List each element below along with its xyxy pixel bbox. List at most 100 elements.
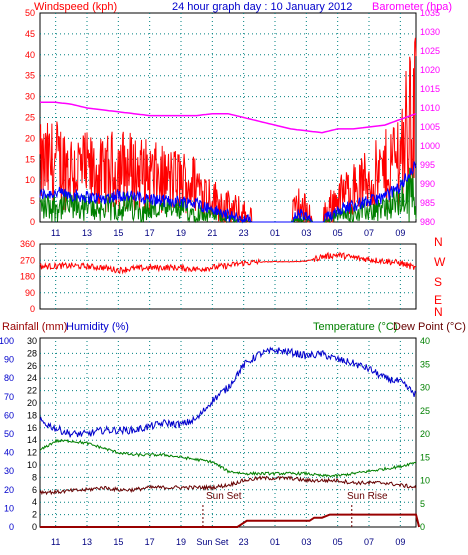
wind-tick-label: 30 bbox=[25, 92, 35, 102]
barometer-tick-label: 1035 bbox=[420, 8, 440, 18]
wind-smoothed-line bbox=[39, 161, 417, 224]
direction-tick-label: 90 bbox=[25, 288, 35, 298]
rain-tick-label: 10 bbox=[27, 460, 37, 470]
wind-x-tick-label: 19 bbox=[176, 228, 186, 238]
wind-tick-label: 40 bbox=[25, 50, 35, 60]
dewpoint-line bbox=[39, 475, 417, 496]
temp-x-tick-label: 13 bbox=[82, 537, 92, 547]
rainfall-line bbox=[40, 513, 421, 528]
left-axis-title-rainfall: Rainfall (mm) bbox=[2, 321, 67, 333]
rain-tick-label: 18 bbox=[27, 410, 37, 420]
wind-tick-label: 20 bbox=[25, 133, 35, 143]
wind-x-tick-label: 13 bbox=[82, 228, 92, 238]
direction-tick-label: 0 bbox=[30, 304, 35, 314]
temp-x-tick-label: Sun Set bbox=[196, 537, 229, 547]
rain-tick-label: 0 bbox=[32, 522, 37, 532]
rain-tick-label: 28 bbox=[27, 348, 37, 358]
left-axis-title-humidity: Humidity (%) bbox=[66, 321, 129, 333]
compass-label-n: N bbox=[434, 235, 443, 249]
temp-x-tick-label: 19 bbox=[176, 537, 186, 547]
rain-tick-label: 8 bbox=[32, 472, 37, 482]
temp-x-tick-label: 07 bbox=[364, 537, 374, 547]
temperature-tick-label: 40 bbox=[420, 336, 430, 346]
wind-tick-label: 15 bbox=[25, 154, 35, 164]
wind-x-tick-label: 21 bbox=[207, 228, 217, 238]
left-axis-title-wind: Windspeed (kph) bbox=[34, 1, 117, 13]
temp-x-tick-label: 03 bbox=[301, 537, 311, 547]
wind-x-tick-label: 01 bbox=[270, 228, 280, 238]
temp-x-tick-label: 09 bbox=[395, 537, 405, 547]
barometer-tick-label: 1000 bbox=[420, 141, 440, 151]
chart-title: 24 hour graph day : 10 January 2012 bbox=[172, 1, 352, 13]
humidity-tick-label: 0 bbox=[9, 522, 14, 532]
wind-tick-label: 45 bbox=[25, 29, 35, 39]
rain-tick-label: 12 bbox=[27, 448, 37, 458]
humidity-tick-label: 20 bbox=[4, 485, 14, 495]
direction-tick-label: 180 bbox=[20, 272, 35, 282]
wind-tick-label: 25 bbox=[25, 113, 35, 123]
compass-label-n: N bbox=[434, 305, 443, 319]
rain-tick-label: 30 bbox=[27, 336, 37, 346]
right-axis-title-dewpoint: Dew Point (°C) bbox=[393, 321, 466, 333]
temperature-line bbox=[39, 438, 417, 479]
wind-direction-line bbox=[39, 251, 417, 275]
temp-x-tick-label: 17 bbox=[145, 537, 155, 547]
temperature-tick-label: 30 bbox=[420, 383, 430, 393]
wind-tick-label: 50 bbox=[25, 8, 35, 18]
right-axis-title-temperature: Temperature (°C) bbox=[313, 321, 397, 333]
temperature-tick-label: 10 bbox=[420, 476, 430, 486]
compass-label-w: W bbox=[434, 255, 446, 269]
barometer-tick-label: 985 bbox=[420, 198, 435, 208]
compass-label-e: E bbox=[434, 293, 442, 307]
humidity-tick-label: 30 bbox=[4, 466, 14, 476]
right-axis-title-barometer: Barometer (hpa) bbox=[372, 1, 452, 13]
windspeed-line bbox=[39, 37, 417, 223]
humidity-tick-label: 60 bbox=[4, 410, 14, 420]
wind-x-tick-label: 17 bbox=[145, 228, 155, 238]
humidity-tick-label: 10 bbox=[4, 503, 14, 513]
barometer-tick-label: 995 bbox=[420, 160, 435, 170]
wind-x-tick-label: 03 bbox=[301, 228, 311, 238]
rain-tick-label: 24 bbox=[27, 373, 37, 383]
humidity-tick-label: 100 bbox=[0, 336, 14, 346]
barometer-tick-label: 1005 bbox=[420, 122, 440, 132]
wind-x-tick-label: 11 bbox=[51, 228, 60, 238]
wind-x-tick-label: 09 bbox=[395, 228, 405, 238]
wind-x-tick-label: 23 bbox=[239, 228, 249, 238]
wind-tick-label: 10 bbox=[25, 175, 35, 185]
humidity-tick-label: 50 bbox=[4, 429, 14, 439]
rain-tick-label: 6 bbox=[32, 485, 37, 495]
temperature-tick-label: 0 bbox=[420, 522, 425, 532]
direction-tick-label: 270 bbox=[20, 255, 35, 265]
wind-x-tick-label: 15 bbox=[113, 228, 123, 238]
rain-tick-label: 22 bbox=[27, 386, 37, 396]
barometer-tick-label: 980 bbox=[420, 217, 435, 227]
temp-x-tick-label: 11 bbox=[51, 537, 60, 547]
series-layer bbox=[39, 37, 421, 528]
rain-tick-label: 14 bbox=[27, 435, 37, 445]
temperature-tick-label: 25 bbox=[420, 406, 430, 416]
temperature-tick-label: 20 bbox=[420, 429, 430, 439]
barometer-tick-label: 1010 bbox=[420, 103, 440, 113]
barometer-tick-label: 1030 bbox=[420, 27, 440, 37]
humidity-tick-label: 70 bbox=[4, 392, 14, 402]
temperature-tick-label: 35 bbox=[420, 359, 430, 369]
temp-x-tick-label: 01 bbox=[270, 537, 280, 547]
humidity-tick-label: 90 bbox=[4, 355, 14, 365]
rain-tick-label: 20 bbox=[27, 398, 37, 408]
rain-tick-label: 16 bbox=[27, 423, 37, 433]
wind-average-line bbox=[39, 167, 417, 224]
wind-x-tick-label: 05 bbox=[333, 228, 343, 238]
humidity-line bbox=[39, 346, 417, 438]
barometer-tick-label: 1020 bbox=[420, 65, 440, 75]
barometer-tick-label: 1015 bbox=[420, 84, 440, 94]
wind-tick-label: 5 bbox=[30, 196, 35, 206]
wind-tick-label: 0 bbox=[30, 217, 35, 227]
temp-x-tick-label: 15 bbox=[113, 537, 123, 547]
temp-x-tick-label: 23 bbox=[239, 537, 249, 547]
panel-temperature-frame bbox=[39, 337, 417, 528]
temp-x-tick-label: 05 bbox=[333, 537, 343, 547]
rain-tick-label: 2 bbox=[32, 510, 37, 520]
humidity-tick-label: 40 bbox=[4, 448, 14, 458]
barometer-tick-label: 990 bbox=[420, 179, 435, 189]
